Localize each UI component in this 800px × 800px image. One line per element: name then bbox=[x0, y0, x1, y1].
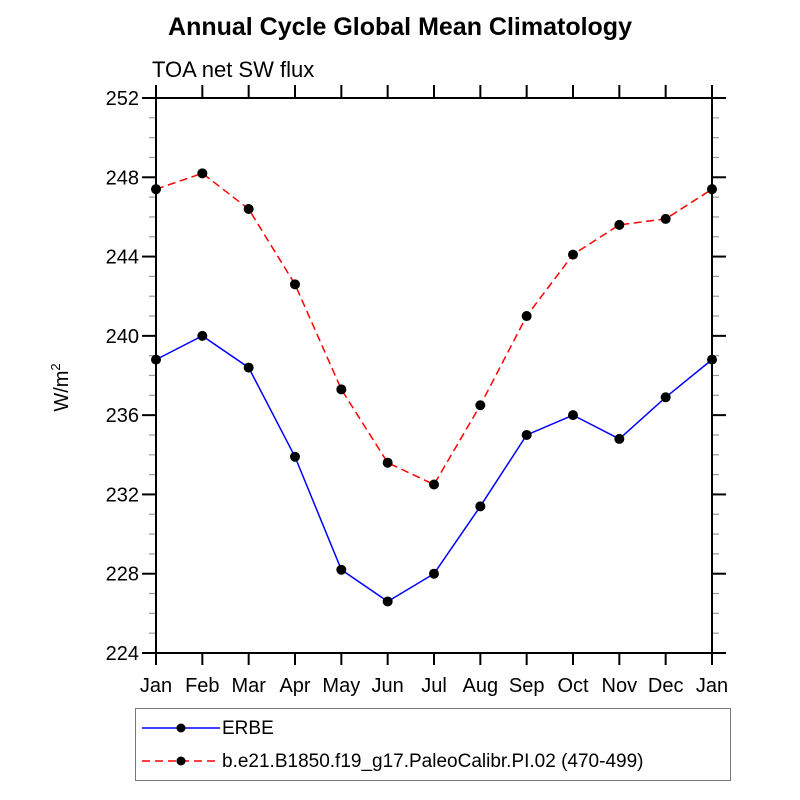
erbe-data-point-marker bbox=[151, 354, 161, 365]
erbe-data-point-marker bbox=[568, 410, 578, 421]
legend-row-erbe: ERBE bbox=[136, 712, 730, 745]
x-tick-label: Dec bbox=[648, 675, 684, 697]
legend-line-sample bbox=[142, 723, 220, 733]
erbe-data-point-marker bbox=[475, 501, 486, 512]
legend-label: ERBE bbox=[222, 717, 274, 739]
plot-frame bbox=[155, 97, 713, 654]
erbe-data-point-marker bbox=[243, 362, 254, 373]
model-data-point-marker bbox=[707, 184, 717, 195]
erbe-data-point-marker bbox=[707, 354, 717, 365]
chart-subtitle: TOA net SW flux bbox=[152, 57, 315, 82]
erbe-data-point-marker bbox=[290, 451, 300, 462]
model-series-line bbox=[155, 172, 713, 486]
x-tick-label: Nov bbox=[602, 675, 638, 697]
x-tick-label: Jan bbox=[140, 675, 172, 697]
model-data-point-marker bbox=[429, 479, 439, 490]
y-tick-label: 224 bbox=[106, 643, 139, 665]
erbe-data-point-marker bbox=[614, 433, 625, 444]
legend-marker-dot bbox=[176, 756, 186, 766]
x-tick-label: Apr bbox=[279, 675, 310, 697]
y-tick-label: 252 bbox=[106, 88, 139, 110]
erbe-data-point-marker bbox=[521, 429, 532, 440]
x-tick-label: Jul bbox=[421, 675, 447, 697]
model-data-point-marker bbox=[475, 400, 486, 411]
erbe-data-point-marker bbox=[336, 564, 347, 575]
y-tick-label: 228 bbox=[106, 564, 139, 586]
model-data-point-marker bbox=[151, 184, 161, 195]
y-tick-label: 248 bbox=[106, 167, 139, 189]
model-data-point-marker bbox=[521, 311, 532, 322]
x-tick-label: Jan bbox=[696, 675, 728, 697]
legend-row-model: b.e21.B1850.f19_g17.PaleoCalibr.PI.02 (4… bbox=[136, 745, 730, 778]
erbe-data-point-marker bbox=[660, 392, 671, 403]
model-data-point-marker bbox=[568, 249, 578, 260]
model-data-point-marker bbox=[614, 219, 625, 230]
x-tick-label: May bbox=[322, 675, 360, 697]
x-tick-label: Jun bbox=[372, 675, 404, 697]
x-tick-label: Feb bbox=[185, 675, 219, 697]
model-data-point-marker bbox=[243, 204, 254, 214]
legend: ERBE b.e21.B1850.f19_g17.PaleoCalibr.PI.0… bbox=[135, 708, 731, 781]
model-data-point-marker bbox=[336, 384, 347, 395]
legend-marker-dot bbox=[176, 723, 186, 733]
y-tick-label: 240 bbox=[106, 326, 139, 348]
x-tick-label: Sep bbox=[509, 675, 545, 697]
chart-title: Annual Cycle Global Mean Climatology bbox=[168, 13, 632, 41]
x-tick-label: Oct bbox=[557, 675, 589, 697]
model-data-point-marker bbox=[197, 168, 208, 179]
legend-label: b.e21.B1850.f19_g17.PaleoCalibr.PI.02 (4… bbox=[222, 750, 644, 772]
y-tick-label: 236 bbox=[106, 405, 139, 427]
erbe-data-point-marker bbox=[429, 568, 439, 579]
erbe-series-line bbox=[155, 334, 713, 603]
model-data-point-marker bbox=[382, 457, 393, 468]
erbe-data-point-marker bbox=[197, 330, 208, 341]
y-axis-title: W/m2 bbox=[48, 363, 73, 411]
model-data-point-marker bbox=[660, 213, 671, 224]
x-tick-label: Aug bbox=[463, 675, 499, 697]
y-tick-label: 232 bbox=[106, 484, 139, 506]
model-data-point-marker bbox=[290, 279, 300, 290]
y-tick-label: 244 bbox=[106, 247, 139, 269]
legend-line-sample bbox=[142, 756, 220, 766]
x-tick-label: Mar bbox=[231, 675, 266, 697]
erbe-data-point-marker bbox=[382, 596, 393, 607]
